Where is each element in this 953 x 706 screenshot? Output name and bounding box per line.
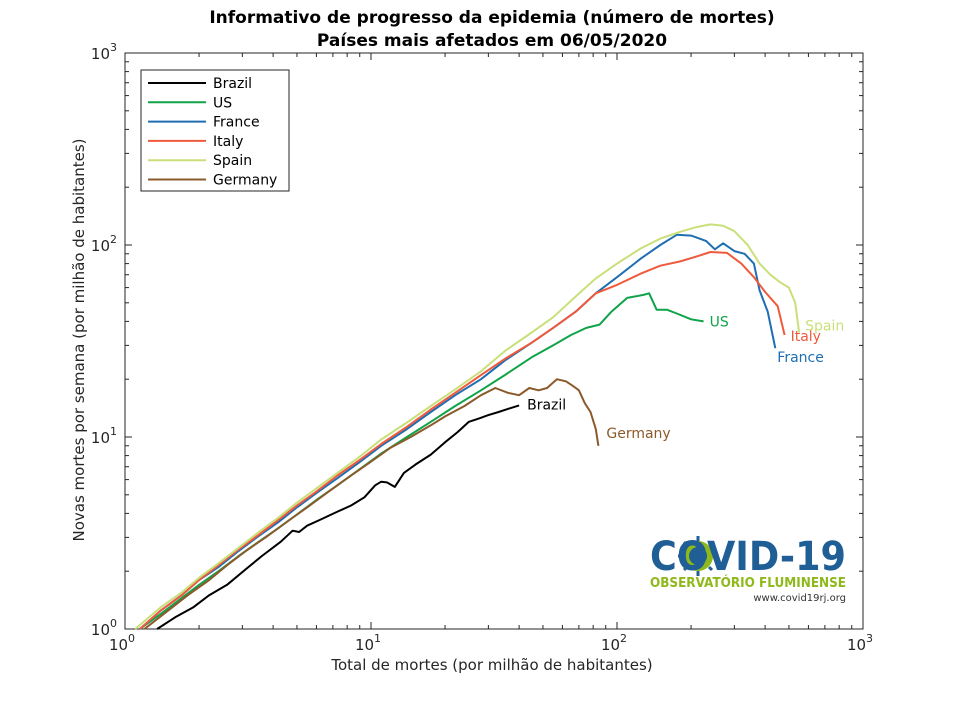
y-tick-label: 103	[91, 41, 117, 63]
legend-label-brazil: Brazil	[213, 76, 252, 92]
legend-label-germany: Germany	[213, 173, 277, 189]
y-axis-label: Novas mortes por semana (por milhão de h…	[70, 139, 88, 542]
series-line-italy	[139, 251, 786, 630]
end-label-us: US	[710, 314, 729, 330]
legend-label-us: US	[213, 95, 232, 111]
end-label-italy: Italy	[791, 329, 821, 345]
y-tick-label: 101	[91, 425, 117, 447]
covid-logo: COVID-19 OBSERVATÓRIO FLUMINENSE www.cov…	[650, 534, 846, 604]
series-line-brazil	[156, 404, 520, 630]
virus-icon	[678, 536, 718, 576]
x-tick-labels: 100 101 102 103	[109, 632, 873, 654]
series-line-spain	[134, 223, 801, 630]
logo-url: www.covid19rj.org	[753, 593, 846, 604]
end-label-brazil: Brazil	[527, 397, 566, 413]
series-line-germany	[143, 378, 600, 630]
x-tick-label: 101	[355, 632, 381, 654]
legend-label-spain: Spain	[213, 153, 252, 169]
series-lines	[134, 223, 801, 630]
chart-subtitle: Países mais afetados em 06/05/2020	[317, 31, 667, 51]
logo-title: COVID-19	[650, 534, 846, 580]
y-tick-label: 102	[91, 233, 117, 255]
x-tick-label: 100	[109, 632, 135, 654]
legend: Brazil US France Italy Spain Germany	[140, 69, 290, 192]
x-axis-label: Total de mortes (por milhão de habitante…	[330, 656, 652, 674]
chart-title: Informativo de progresso da epidemia (nú…	[209, 8, 774, 28]
legend-box	[140, 69, 290, 192]
legend-label-italy: Italy	[213, 134, 243, 150]
end-label-france: France	[777, 350, 824, 366]
x-tick-label: 103	[847, 632, 873, 654]
y-tick-labels: 100 101 102 103	[91, 41, 117, 639]
legend-label-france: France	[213, 115, 260, 131]
x-tick-label: 102	[601, 632, 627, 654]
y-tick-label: 100	[91, 617, 117, 639]
axis-ticks	[124, 53, 863, 630]
end-label-germany: Germany	[606, 426, 670, 442]
end-label-spain: Spain	[805, 319, 844, 335]
logo-subtitle: OBSERVATÓRIO FLUMINENSE	[650, 575, 846, 591]
